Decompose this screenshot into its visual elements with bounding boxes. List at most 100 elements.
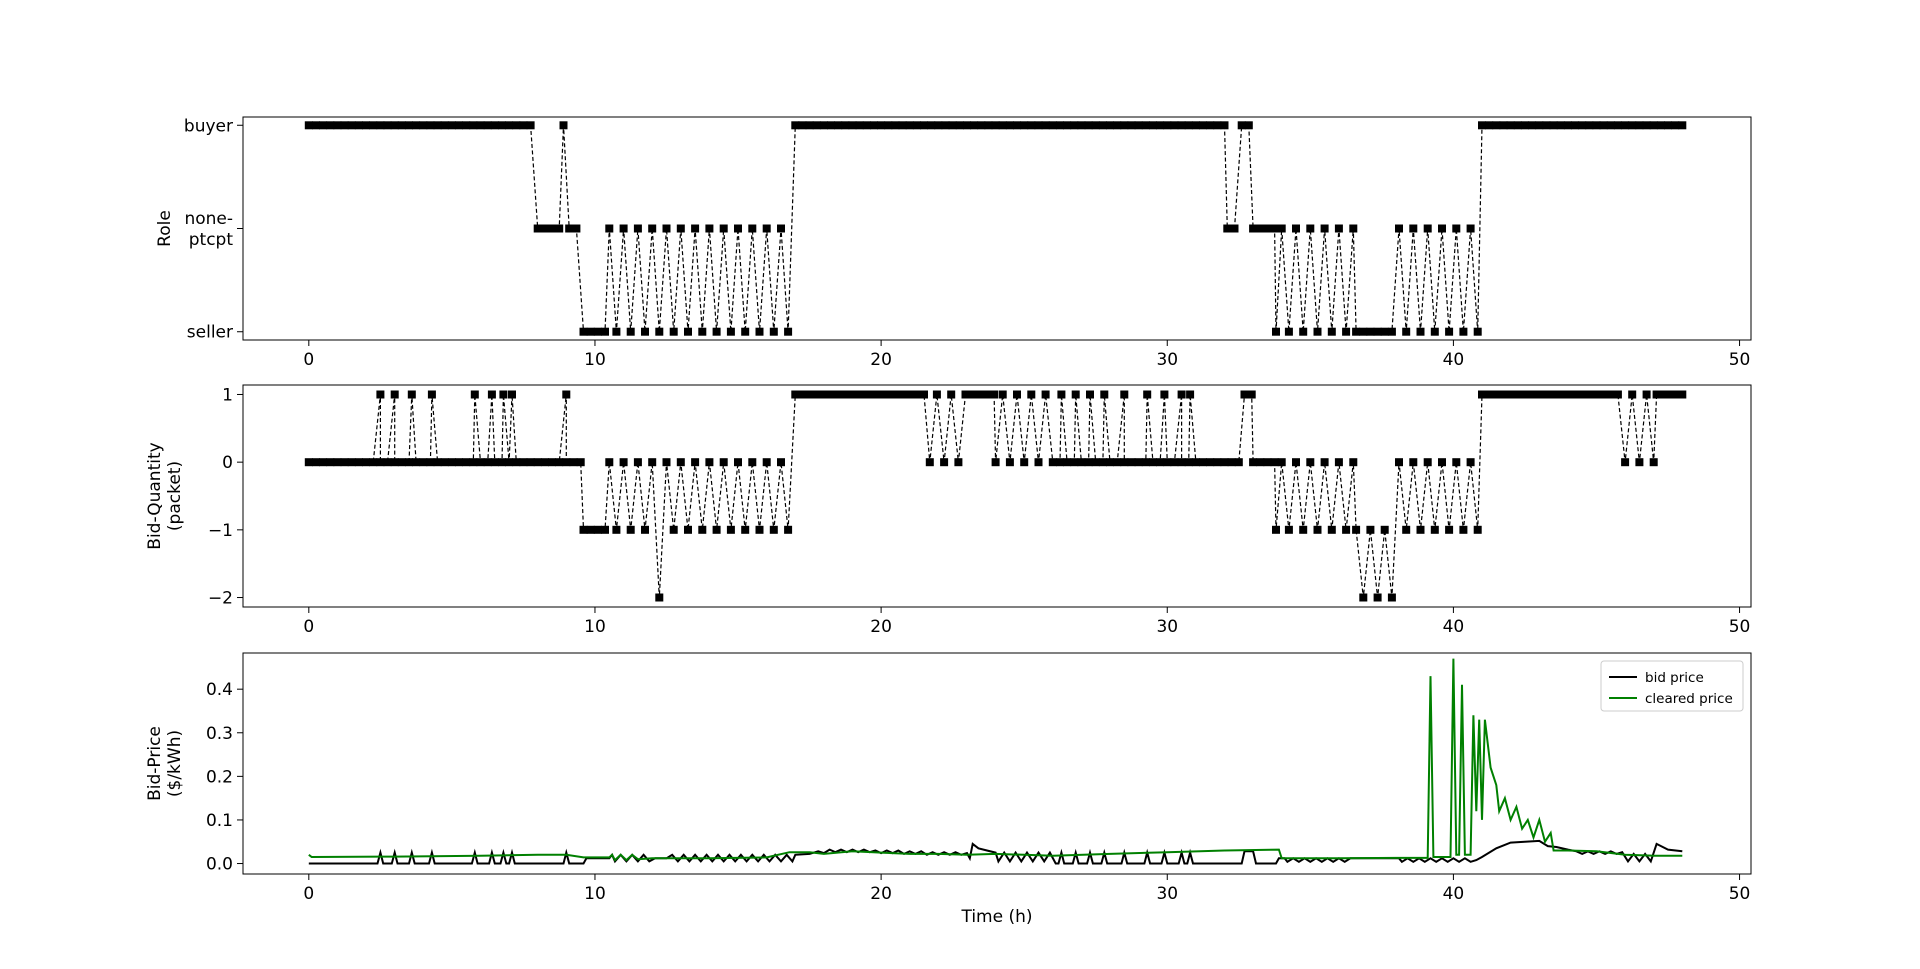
data-point-marker <box>1191 121 1200 130</box>
data-point-marker <box>884 390 893 399</box>
x-tick-label: 20 <box>870 350 892 370</box>
data-point-marker <box>1452 458 1461 467</box>
data-point-marker <box>1320 224 1329 233</box>
data-point-marker <box>791 390 800 399</box>
data-point-marker <box>1306 458 1315 467</box>
data-point-marker <box>1366 327 1375 336</box>
data-point-marker <box>533 224 542 233</box>
data-point-marker <box>576 458 585 467</box>
data-point-marker <box>1244 121 1253 130</box>
data-point-marker <box>601 327 609 336</box>
data-point-marker <box>905 121 914 130</box>
data-point-marker <box>726 525 735 534</box>
data-point-marker <box>1091 458 1100 467</box>
data-point-marker <box>1520 390 1529 399</box>
data-point-marker <box>1156 121 1165 130</box>
data-point-marker <box>1352 327 1361 336</box>
data-point-marker <box>605 458 614 467</box>
data-point-marker <box>1473 327 1482 336</box>
y-tick-label: 0.4 <box>206 680 233 700</box>
series-line-bid-price <box>308 839 1683 865</box>
y-tick-label: none- <box>184 209 233 229</box>
data-point-marker <box>572 224 581 233</box>
data-point-marker <box>326 121 335 130</box>
data-point-marker <box>819 121 828 130</box>
data-point-marker <box>1034 458 1043 467</box>
data-point-marker <box>1628 121 1637 130</box>
data-point-marker <box>562 390 571 399</box>
data-point-marker <box>691 224 700 233</box>
data-point-marker <box>991 458 1000 467</box>
data-point-marker <box>1091 121 1100 130</box>
data-point-marker <box>1272 525 1280 534</box>
data-point-marker <box>1327 327 1336 336</box>
data-point-marker <box>1492 121 1501 130</box>
data-point-marker <box>791 121 800 130</box>
data-point-marker <box>1642 390 1651 399</box>
data-point-marker <box>1423 224 1432 233</box>
data-point-marker <box>376 121 385 130</box>
data-point-marker <box>1528 390 1537 399</box>
x-tick-label: 30 <box>1156 884 1178 904</box>
data-point-marker <box>426 458 435 467</box>
data-point-marker <box>1585 121 1594 130</box>
y-tick-label: −2 <box>208 589 233 609</box>
x-tick-label: 10 <box>584 617 606 637</box>
data-point-marker <box>1170 121 1179 130</box>
data-point-marker <box>1284 327 1293 336</box>
data-point-marker <box>1284 525 1293 534</box>
data-point-marker <box>805 390 814 399</box>
data-point-marker <box>1366 525 1375 534</box>
data-point-marker <box>419 121 428 130</box>
data-point-marker <box>1013 390 1021 399</box>
data-point-marker <box>1438 224 1446 233</box>
data-point-marker <box>579 327 588 336</box>
data-point-marker <box>505 458 514 467</box>
plot-area <box>308 658 1683 865</box>
data-point-marker <box>519 121 528 130</box>
data-point-marker <box>1213 121 1222 130</box>
data-point-marker <box>1156 458 1165 467</box>
data-point-marker <box>726 327 735 336</box>
data-point-marker <box>684 327 692 336</box>
data-point-marker <box>1342 327 1351 336</box>
data-point-marker <box>469 121 478 130</box>
data-point-marker <box>1041 390 1050 399</box>
x-tick-label: 20 <box>870 617 892 637</box>
data-point-marker <box>1445 525 1454 534</box>
data-point-marker <box>470 390 479 399</box>
data-point-marker <box>455 458 463 467</box>
data-point-marker <box>1149 121 1157 130</box>
data-point-marker <box>1678 390 1687 399</box>
data-point-marker <box>1656 121 1665 130</box>
data-point-marker <box>405 121 413 130</box>
data-point-marker <box>1528 121 1537 130</box>
data-point-marker <box>1678 121 1687 130</box>
y-tick-label: 0.1 <box>206 811 233 831</box>
data-point-marker <box>412 458 421 467</box>
data-point-marker <box>1485 390 1494 399</box>
data-point-marker <box>920 121 928 130</box>
data-point-marker <box>1127 121 1136 130</box>
data-point-marker <box>1628 390 1637 399</box>
data-point-marker <box>619 458 628 467</box>
data-point-marker <box>884 121 893 130</box>
data-point-marker <box>877 390 886 399</box>
data-point-marker <box>1506 390 1515 399</box>
data-point-marker <box>1299 525 1308 534</box>
data-point-marker <box>912 121 921 130</box>
data-point-marker <box>941 121 950 130</box>
data-point-marker <box>719 224 728 233</box>
data-point-marker <box>934 121 943 130</box>
data-point-marker <box>397 121 406 130</box>
data-point-marker <box>1542 390 1551 399</box>
data-point-marker <box>977 121 986 130</box>
data-point-marker <box>1292 224 1300 233</box>
data-point-marker <box>1513 390 1522 399</box>
data-point-marker <box>698 525 707 534</box>
data-point-marker <box>559 121 568 130</box>
data-point-marker <box>1223 224 1232 233</box>
data-point-marker <box>548 458 556 467</box>
data-point-marker <box>705 458 714 467</box>
